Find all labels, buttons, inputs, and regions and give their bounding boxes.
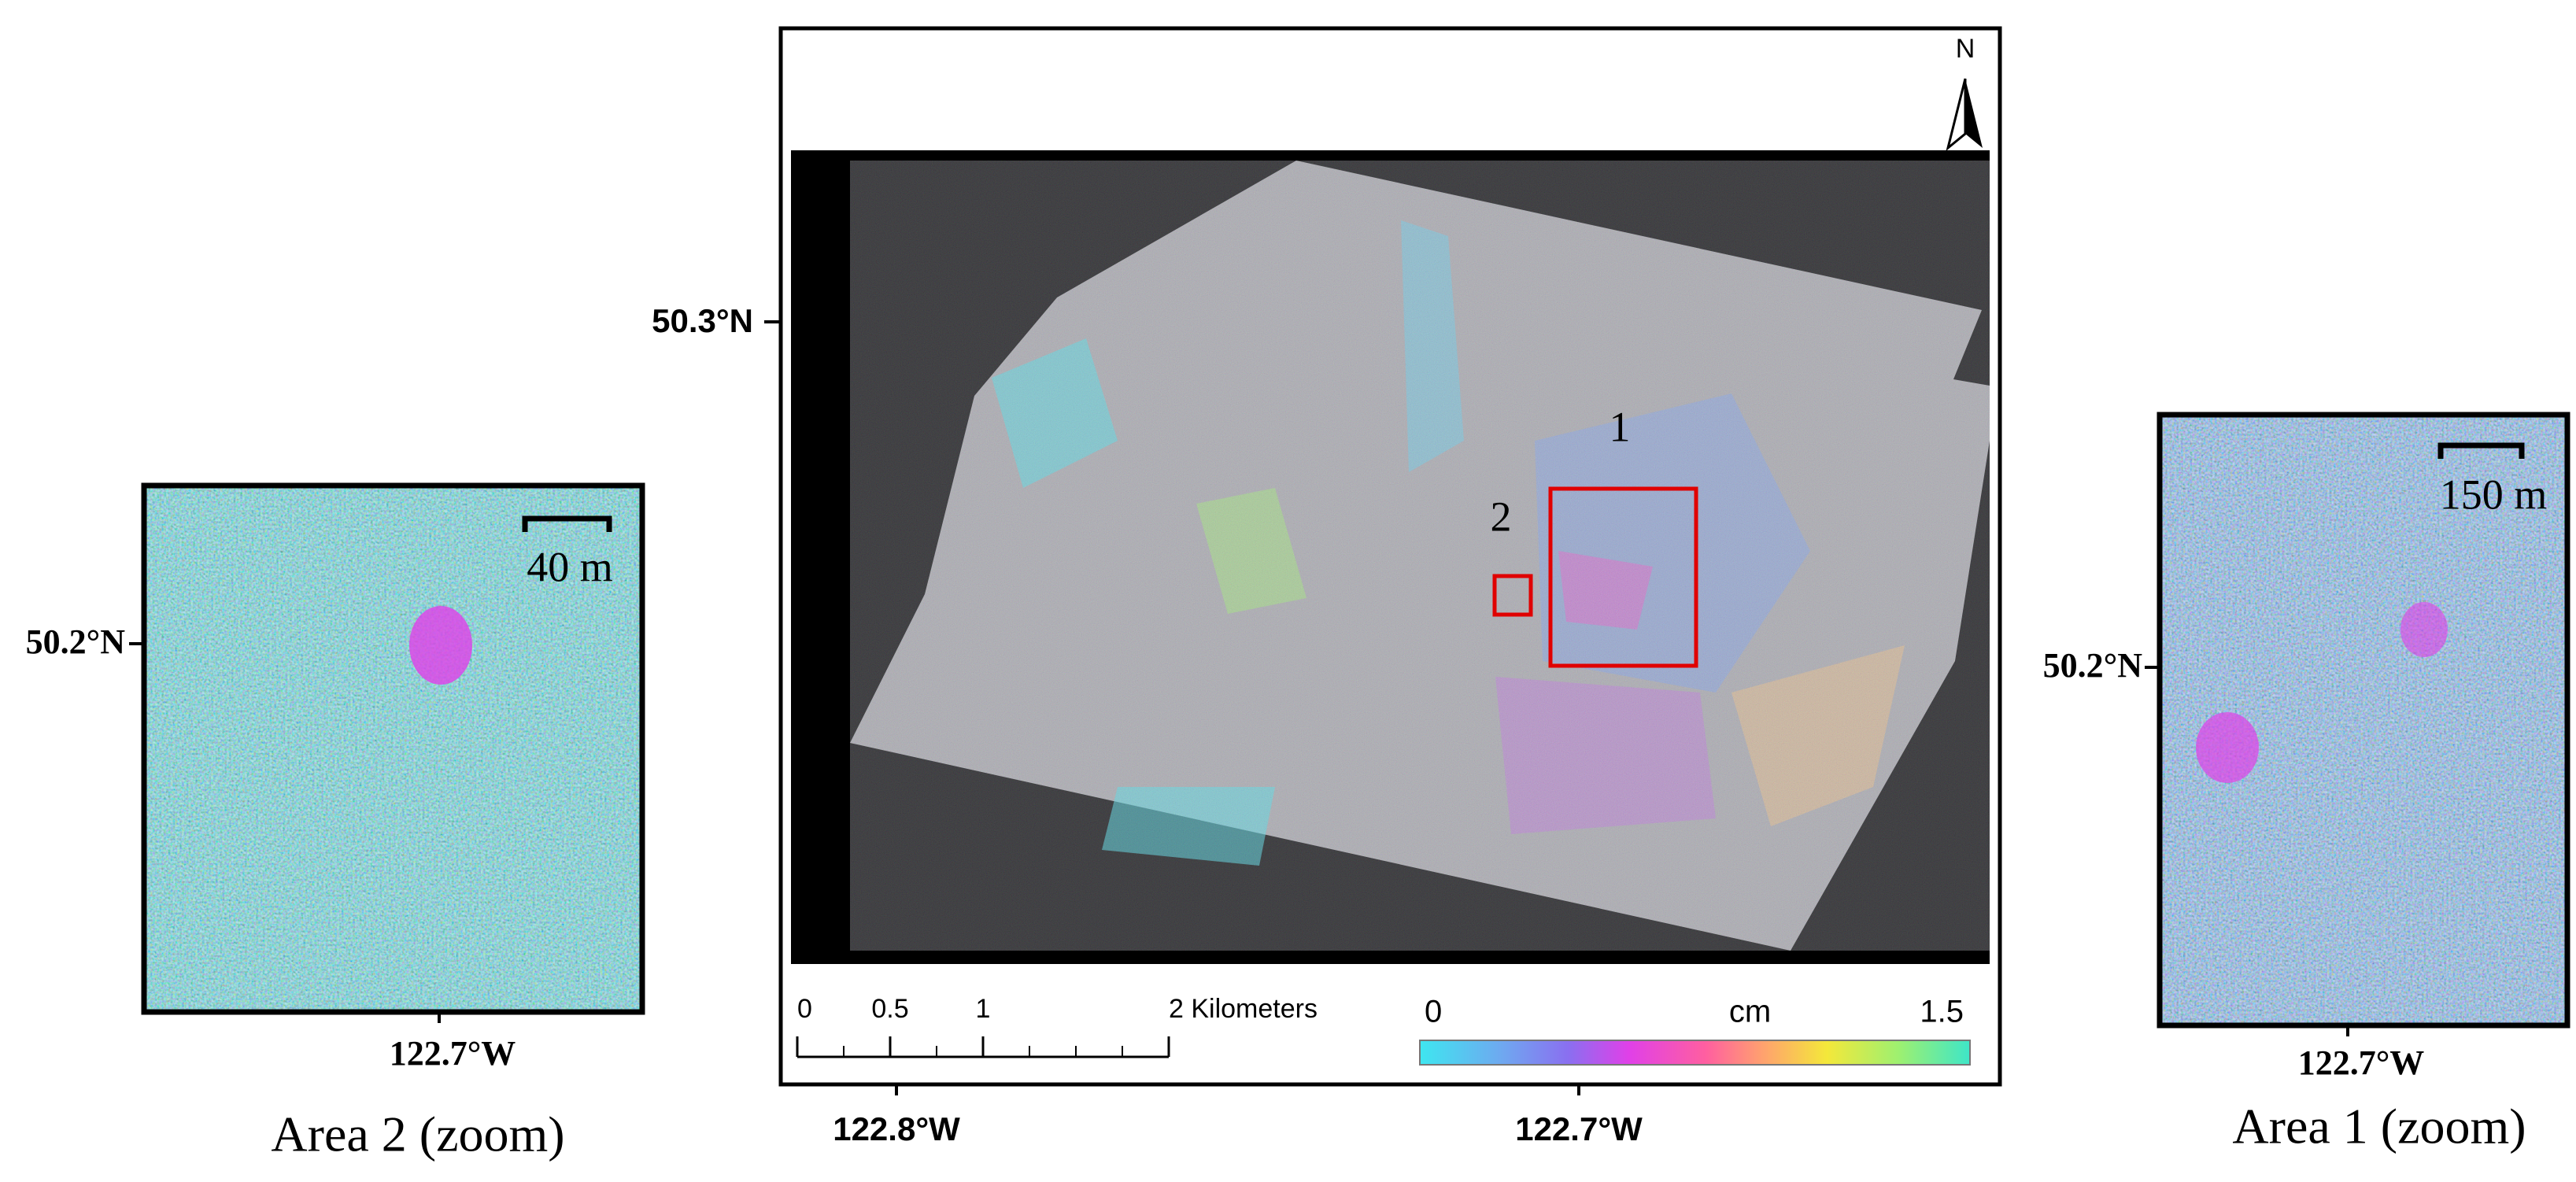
scale-bar-label: 0 — [797, 994, 812, 1024]
panel-title: Area 2 (zoom) — [271, 1106, 564, 1162]
lon-label: 122.7°W — [390, 1034, 516, 1073]
deformation-spot — [2196, 712, 2259, 783]
north-label: N — [1956, 34, 1975, 64]
colorbar-unit: cm — [1729, 995, 1771, 1029]
scale-bar-label: 2 Kilometers — [1169, 994, 1318, 1024]
lat-label: 50.2°N — [26, 622, 126, 661]
scale-bar-label: 1 — [976, 994, 991, 1024]
colorbar-max-label: 1.5 — [1920, 995, 1964, 1029]
deformation-spot — [2400, 602, 2448, 657]
colorbar: 0 1.5 cm — [1419, 995, 1971, 1066]
panel-title: Area 1 (zoom) — [2232, 1099, 2526, 1154]
interferogram-noise — [850, 161, 1990, 951]
zoom-scale-bar — [2437, 442, 2525, 459]
colorbar-min-label: 0 — [1425, 995, 1442, 1029]
deformation-spot — [409, 606, 472, 685]
zoom-texture — [144, 486, 642, 1012]
area-label: 2 — [1491, 493, 1512, 540]
colorbar-ramp — [1419, 1040, 1971, 1066]
zoom-scale-bar — [522, 515, 612, 532]
area-box — [1492, 574, 1533, 617]
lon-label: 122.7°W — [1515, 1110, 1643, 1147]
area-box — [1548, 486, 1698, 668]
zoom-frame — [2157, 412, 2570, 1029]
scale-bar: 0 0.5 1 2 Kilometers — [796, 994, 1318, 1058]
lon-label: 122.7°W — [2298, 1043, 2425, 1082]
lat-label: 50.3°N — [652, 302, 753, 339]
lon-label: 122.8°W — [833, 1110, 960, 1147]
scale-bar-label: 0.5 — [871, 994, 908, 1024]
zoom-scale-label: 150 m — [2440, 471, 2548, 518]
area-label: 1 — [1610, 403, 1631, 450]
zoom-frame — [141, 482, 645, 1015]
zoom-scale-label: 40 m — [527, 543, 613, 590]
north-arrow — [1946, 78, 1983, 152]
lat-label: 50.2°N — [2043, 646, 2143, 685]
